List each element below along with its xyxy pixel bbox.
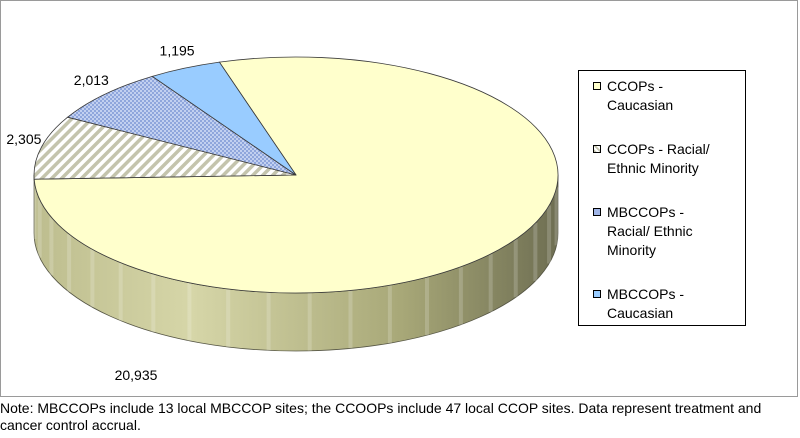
- pie-slice-2: [66, 75, 297, 176]
- legend-swatch-ccops-caucasian: [593, 82, 601, 90]
- pie-data-label-1: 2,305: [6, 131, 41, 147]
- legend-label-mbccops-minority: MBCCOPs - Racial/ Ethnic Minority: [607, 204, 693, 258]
- legend-label-mbccops-caucasian: MBCCOPs - Caucasian: [607, 286, 684, 321]
- pie-data-label-0: 20,935: [115, 367, 158, 383]
- legend-swatch-ccops-minority: [593, 145, 601, 153]
- legend: CCOPs - Caucasian CCOPs - Racial/ Ethnic…: [578, 70, 746, 326]
- pie-data-label-3: 1,195: [160, 42, 195, 58]
- legend-label-ccops-minority: CCOPs - Racial/ Ethnic Minority: [607, 141, 710, 176]
- pie-slice-1: [33, 116, 297, 180]
- legend-label-ccops-caucasian: CCOPs - Caucasian: [607, 78, 674, 113]
- legend-swatch-mbccops-caucasian: [593, 290, 601, 298]
- pie-data-label-2: 2,013: [74, 72, 109, 88]
- pie-slices: [33, 56, 559, 294]
- chart-note: Note: MBCCOPs include 13 local MBCCOP si…: [0, 400, 762, 433]
- pie-chart: 20,935 2,305 2,013 1,195: [6, 42, 559, 383]
- pie-slice-3: [151, 61, 297, 176]
- pie-data-labels: 20,935 2,305 2,013 1,195: [6, 42, 194, 383]
- legend-swatch-mbccops-minority: [593, 208, 601, 216]
